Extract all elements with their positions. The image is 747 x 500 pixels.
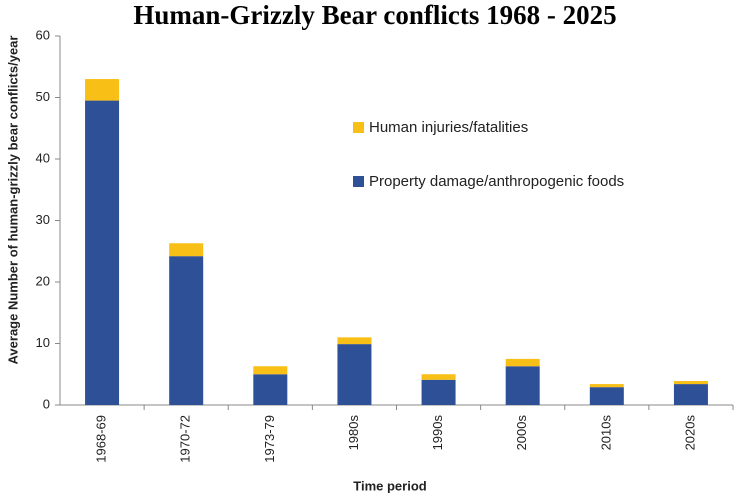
y-tick-label: 60 [36, 27, 50, 42]
bar-segment [673, 381, 708, 385]
bar-segment [337, 337, 372, 345]
bar-segment [589, 384, 624, 388]
x-tick-label: 2010s [598, 415, 613, 451]
bar-segment [337, 344, 372, 405]
bar-segment [421, 379, 456, 405]
bar-segment [589, 387, 624, 405]
bar-segment [505, 366, 540, 405]
x-tick-label: 2000s [514, 415, 529, 451]
y-tick-label: 20 [36, 273, 50, 288]
bar-segment [421, 374, 456, 380]
x-tick-label: 1970-72 [178, 415, 193, 463]
y-axis-title: Average Number of human-grizzly bear con… [5, 36, 20, 365]
legend-swatch [353, 122, 364, 133]
bar-segment [673, 384, 708, 405]
legend-label: Human injuries/fatalities [369, 119, 528, 136]
legend-swatch [353, 176, 364, 187]
bar-segment [169, 256, 204, 405]
y-tick-label: 30 [36, 212, 50, 227]
y-tick-label: 10 [36, 335, 50, 350]
bar-segment [253, 374, 288, 405]
bar-segment [169, 243, 204, 257]
bar-segment [253, 366, 288, 375]
y-tick-label: 0 [43, 396, 50, 411]
chart-title: Human-Grizzly Bear conflicts 1968 - 2025 [133, 0, 616, 30]
bar-segment [505, 358, 540, 367]
bar-segment [85, 79, 120, 101]
y-tick-label: 40 [36, 150, 50, 165]
y-tick-label: 50 [36, 89, 50, 104]
x-tick-label: 2020s [682, 415, 697, 451]
legend-label: Property damage/anthropogenic foods [369, 173, 624, 190]
x-tick-label: 1968-69 [94, 415, 109, 463]
x-axis-title: Time period [353, 478, 427, 493]
bar-segment [85, 100, 120, 405]
x-tick-label: 1980s [346, 415, 361, 451]
x-tick-label: 1973-79 [262, 415, 277, 463]
x-tick-label: 1990s [430, 415, 445, 451]
